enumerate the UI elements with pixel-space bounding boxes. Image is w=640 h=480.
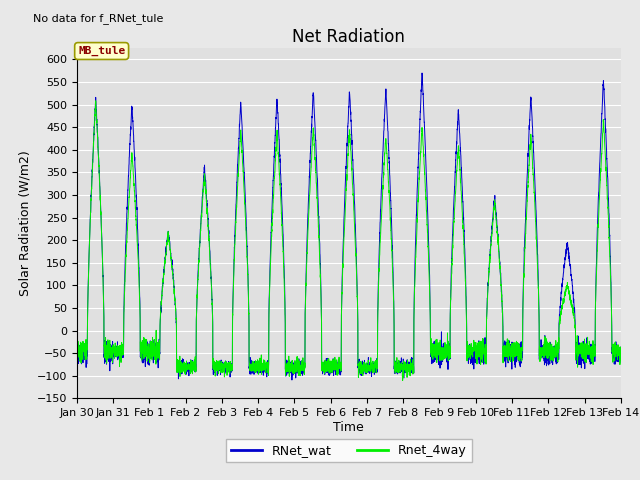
Rnet_4way [171,298,179,303]
Rnet_4way [441,343,449,349]
Rnet_4way [92,98,100,104]
Rnet_4way [329,370,337,375]
RNet_wat [617,352,625,358]
Rnet_4way [502,353,509,359]
RNet_wat [288,377,296,383]
RNet_wat [329,362,337,368]
Rnet_4way [617,357,625,363]
RNet_wat [471,354,479,360]
X-axis label: Time: Time [333,421,364,434]
Line: RNet_wat: RNet_wat [77,73,621,380]
RNet_wat [73,348,81,353]
Rnet_4way [399,378,406,384]
Line: Rnet_4way: Rnet_4way [77,101,621,381]
Text: MB_tule: MB_tule [78,46,125,56]
Title: Net Radiation: Net Radiation [292,28,405,47]
Rnet_4way [471,348,479,354]
RNet_wat [502,364,509,370]
Rnet_4way [616,356,624,361]
Y-axis label: Solar Radiation (W/m2): Solar Radiation (W/m2) [18,150,31,296]
RNet_wat [171,292,179,298]
Legend: RNet_wat, Rnet_4way: RNet_wat, Rnet_4way [226,439,472,462]
RNet_wat [616,345,624,350]
Text: No data for f_RNet_tule: No data for f_RNet_tule [33,13,164,24]
RNet_wat [441,346,449,352]
RNet_wat [418,70,426,76]
Rnet_4way [73,354,81,360]
